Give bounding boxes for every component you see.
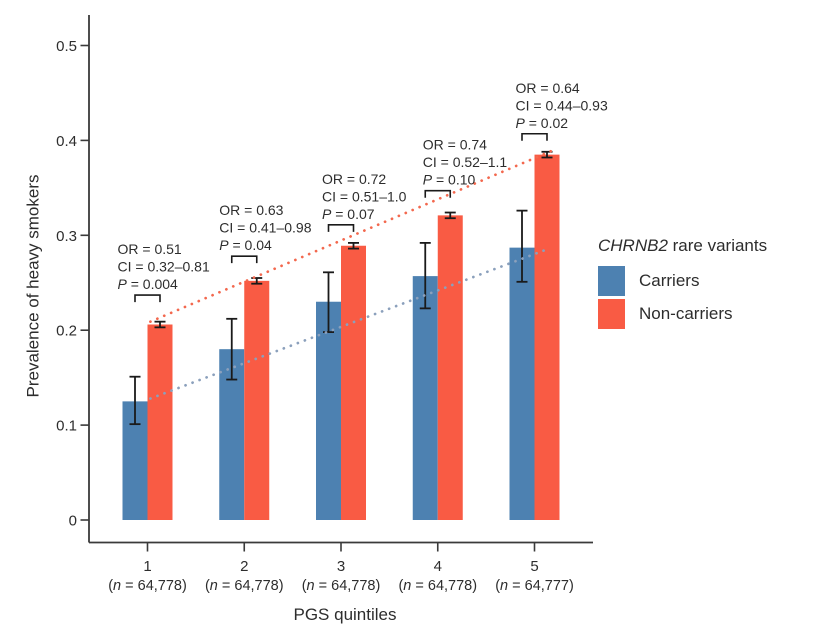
n-count-label: (n = 64,777) — [495, 578, 574, 594]
x-tick-label: 2 — [240, 558, 248, 575]
y-tick-label: 0.5 — [56, 38, 77, 55]
annotation-p-q2: P = 0.04 — [219, 237, 272, 253]
bar-carriers-q5 — [509, 247, 535, 520]
comparison-bracket-q3 — [327, 224, 355, 232]
x-tick-label: 3 — [337, 558, 345, 575]
carriers-swatch-icon — [598, 265, 625, 296]
y-tick-label: 0.3 — [56, 228, 77, 245]
legend-title-gene: CHRNB2 — [598, 236, 668, 255]
annotation-or-q1: OR = 0.51 — [118, 241, 182, 257]
bar-non-carriers-q1 — [147, 324, 173, 520]
x-axis-title: PGS quintiles — [293, 605, 397, 624]
y-tick-label: 0.1 — [56, 418, 77, 435]
comparison-bracket-q5 — [521, 132, 548, 141]
n-count-label: (n = 64,778) — [205, 578, 284, 594]
annotation-p-q5: P = 0.02 — [516, 115, 569, 131]
annotation-or-q3: OR = 0.72 — [322, 171, 386, 187]
annotation-p-q1: P = 0.004 — [118, 276, 179, 292]
non-carriers-label: Non-carriers — [639, 303, 733, 323]
y-tick-label: 0.4 — [56, 133, 77, 150]
bar-non-carriers-q5 — [534, 154, 560, 520]
legend-item-carriers: Carriers — [598, 265, 818, 296]
x-tick-label: 5 — [530, 558, 538, 575]
bar-non-carriers-q3 — [341, 245, 366, 520]
bar-non-carriers-q2 — [244, 280, 270, 520]
n-count-label: (n = 64,778) — [302, 578, 381, 594]
y-axis-title: Prevalence of heavy smokers — [23, 174, 43, 398]
non-carriers-swatch-icon — [598, 298, 625, 329]
x-tick-label: 4 — [434, 558, 442, 575]
annotation-or-q2: OR = 0.63 — [219, 202, 283, 218]
bar-carriers-q4 — [412, 276, 438, 520]
annotation-p-q3: P = 0.07 — [322, 206, 375, 222]
legend-title: CHRNB2 rare variants — [598, 236, 818, 256]
comparison-bracket-q1 — [134, 294, 161, 303]
annotation-or-q4: OR = 0.74 — [423, 137, 487, 153]
bar-carriers-q3 — [316, 301, 341, 520]
n-count-label: (n = 64,778) — [398, 578, 477, 594]
annotation-ci-q5: CI = 0.44–0.93 — [516, 97, 608, 113]
annotation-or-q5: OR = 0.64 — [516, 80, 580, 96]
annotation-ci-q4: CI = 0.52–1.1 — [423, 154, 508, 170]
annotation-p-q4: P = 0.10 — [423, 172, 476, 188]
carriers-label: Carriers — [639, 270, 700, 290]
legend: CHRNB2 rare variants Carriers Non-carrie… — [598, 236, 818, 331]
comparison-bracket-q2 — [230, 255, 258, 264]
legend-title-rest: rare variants — [667, 236, 768, 255]
y-tick-label: 0 — [69, 513, 77, 530]
y-tick-label: 0.2 — [56, 323, 77, 340]
x-tick-label: 1 — [143, 558, 151, 575]
comparison-bracket-q4 — [424, 189, 452, 198]
n-count-label: (n = 64,778) — [108, 578, 187, 594]
legend-item-non-carriers: Non-carriers — [598, 298, 818, 329]
annotation-ci-q1: CI = 0.32–0.81 — [118, 259, 210, 275]
annotation-ci-q3: CI = 0.51–1.0 — [322, 188, 407, 204]
annotation-ci-q2: CI = 0.41–0.98 — [219, 220, 311, 236]
bar-non-carriers-q4 — [437, 215, 463, 520]
